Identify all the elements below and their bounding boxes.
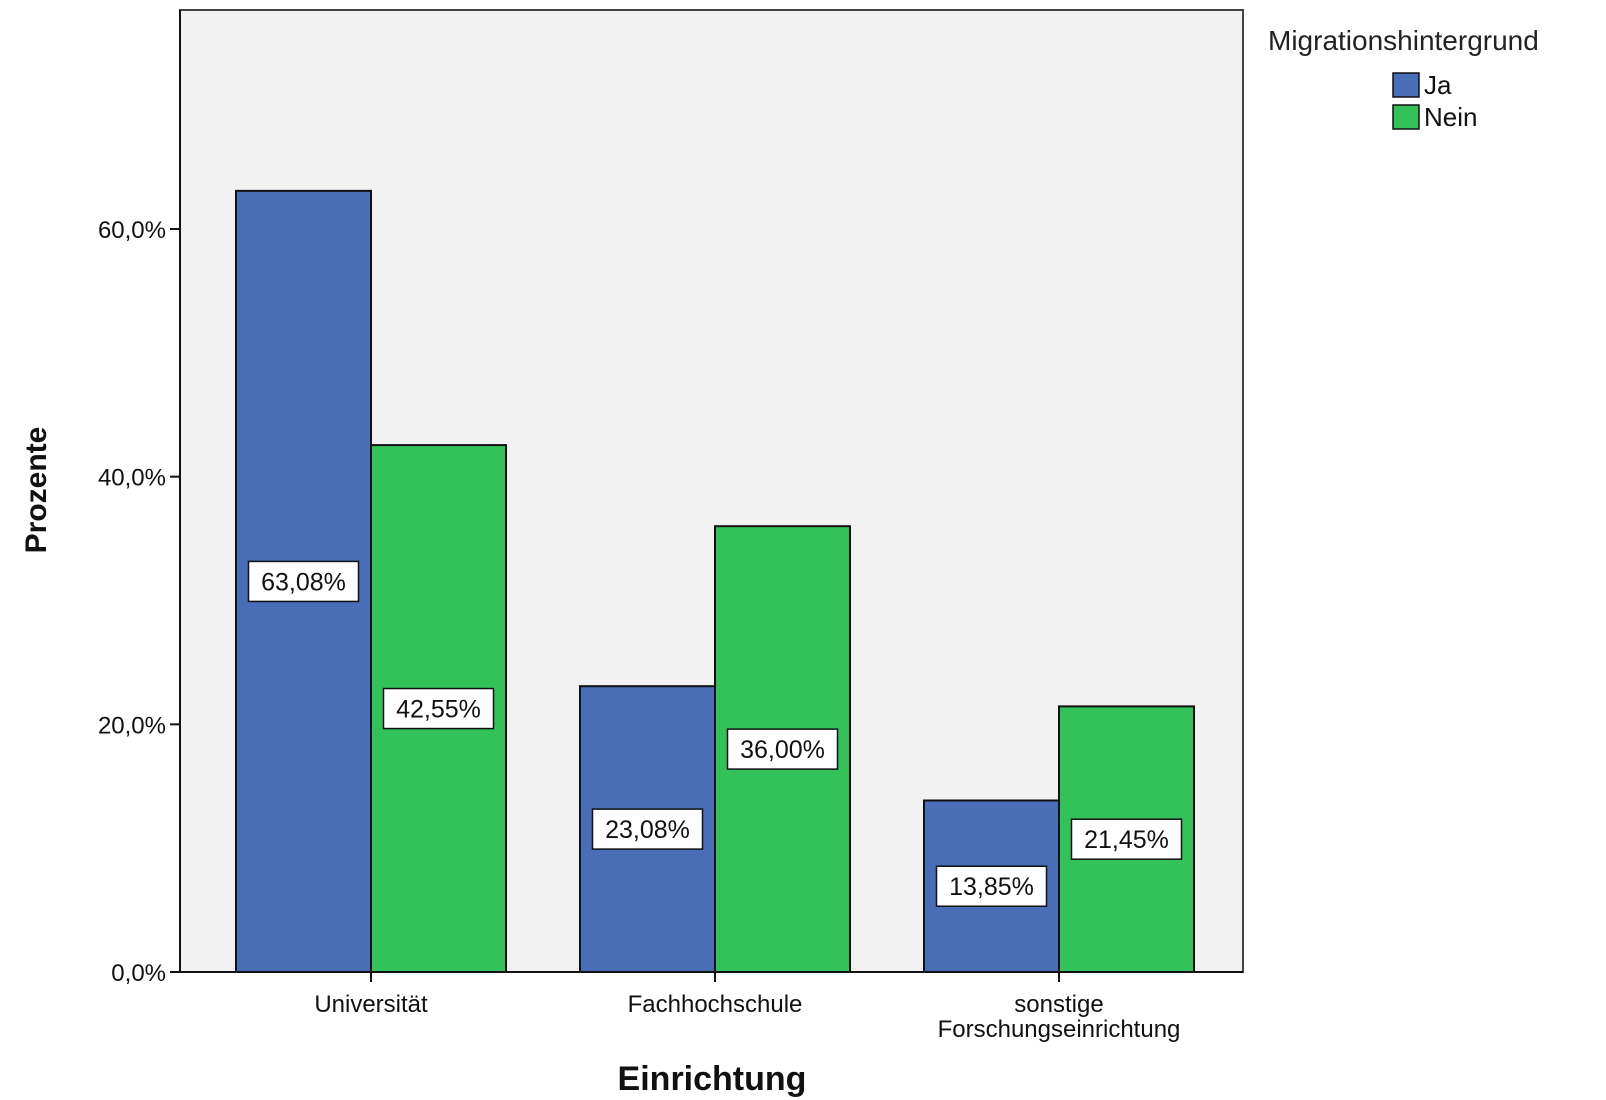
data-label: 23,08% — [605, 816, 690, 844]
x-tick-label: Universität — [314, 991, 428, 1018]
data-label-box — [935, 865, 1048, 907]
data-label-box — [591, 808, 704, 850]
legend-label-ja: Ja — [1424, 70, 1452, 100]
data-label: 42,55% — [396, 696, 481, 724]
y-axis-title: Prozente — [20, 427, 53, 554]
data-label: 13,85% — [949, 873, 1034, 901]
data-label: 21,45% — [1084, 826, 1169, 854]
x-tick-label: Fachhochschule — [628, 991, 803, 1018]
legend-title: Migrationshintergrund — [1268, 25, 1539, 56]
y-tick-label: 0,0% — [111, 960, 166, 987]
x-axis: Universität Fachhochschule sonstigeForschu… — [180, 971, 1243, 1043]
data-label-box — [1070, 818, 1183, 860]
x-tick-label: sonstige — [1014, 991, 1103, 1018]
legend-label-nein: Nein — [1424, 102, 1477, 132]
data-label-box — [726, 728, 839, 770]
data-label: 63,08% — [261, 568, 346, 596]
legend-swatch-nein — [1392, 104, 1420, 130]
data-labels-layer: 63,08% 42,55% 23,08% 36,00% 13,85% 21,45% — [247, 560, 1183, 907]
y-tick-label: 60,0% — [98, 217, 166, 244]
x-tick-label: Forschungseinrichtung — [938, 1016, 1181, 1043]
y-axis: 0,0% 20,0% 40,0% 60,0% — [98, 10, 181, 987]
data-label: 36,00% — [740, 736, 825, 764]
y-tick-label: 20,0% — [98, 712, 166, 739]
data-label-box — [382, 687, 495, 730]
x-axis-title: Einrichtung — [618, 1060, 807, 1098]
y-tick-label: 40,0% — [98, 465, 166, 492]
legend-swatch-ja — [1392, 72, 1420, 98]
data-label-box — [247, 560, 360, 603]
